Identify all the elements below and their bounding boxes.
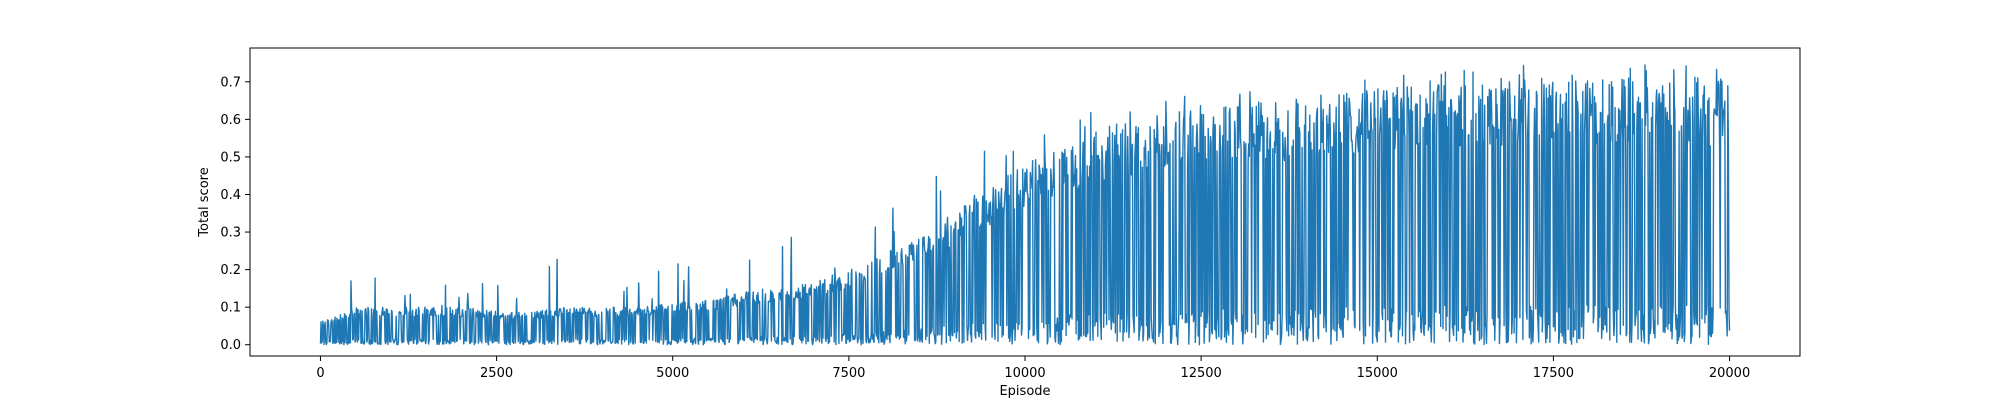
x-axis-label: Episode (999, 384, 1050, 399)
y-tick-label: 0.6 (220, 113, 241, 128)
y-axis: 0.0 0.1 0.2 0.3 0.4 0.5 0.6 0.7 (220, 75, 250, 353)
y-tick-label: 0.0 (220, 338, 241, 353)
x-tick-label: 15000 (1357, 366, 1398, 381)
x-tick-label: 0 (316, 366, 324, 381)
y-axis-label: Total score (197, 167, 212, 237)
x-tick-label: 12500 (1180, 366, 1221, 381)
x-axis: 0 2500 5000 7500 10000 12500 15000 17500 20000 (316, 356, 1750, 381)
x-tick-label: 2500 (480, 366, 513, 381)
x-tick-label: 20000 (1709, 366, 1750, 381)
y-tick-label: 0.1 (220, 301, 241, 316)
series-layer (319, 64, 1731, 346)
y-tick-label: 0.3 (220, 226, 241, 241)
y-tick-label: 0.2 (220, 263, 241, 278)
y-tick-label: 0.4 (220, 188, 241, 203)
x-tick-label: 10000 (1004, 366, 1045, 381)
x-tick-label: 7500 (832, 366, 865, 381)
y-tick-label: 0.7 (220, 75, 241, 90)
x-tick-label: 5000 (656, 366, 689, 381)
x-tick-label: 17500 (1533, 366, 1574, 381)
score-series-line (319, 64, 1731, 346)
y-tick-label: 0.5 (220, 150, 241, 165)
